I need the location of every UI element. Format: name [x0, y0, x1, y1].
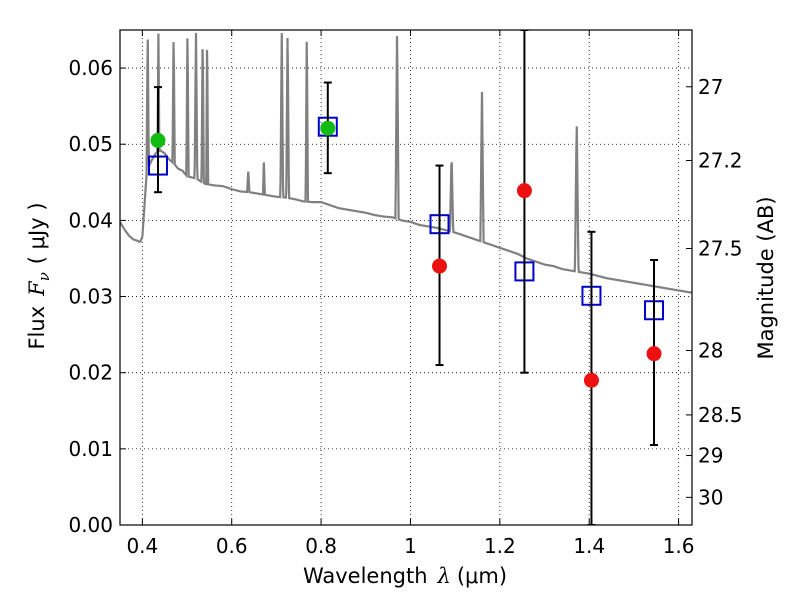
y2-tick-label: 28.5 — [698, 403, 743, 427]
x-tick-label: 1.4 — [573, 534, 605, 558]
x-tick-label: 0.6 — [216, 534, 248, 558]
plot-frame — [119, 29, 693, 526]
observed-green-point — [150, 132, 166, 148]
x-tick-label: 1 — [404, 534, 417, 558]
y2-tick-label: 28 — [698, 339, 723, 363]
plot-area — [119, 29, 693, 526]
observed-red-point — [516, 183, 532, 199]
y-tick-label: 0.05 — [68, 132, 113, 156]
y-tick-label: 0.00 — [68, 513, 113, 537]
y-tick-label: 0.03 — [68, 285, 113, 309]
y-tick-label: 0.06 — [68, 56, 113, 80]
x-tick-label: 0.8 — [305, 534, 337, 558]
y-axis-label: FluxFν( μJy ) — [25, 202, 53, 349]
axis-ticks: 0.4 0.6 0.8 1 1.2 1.4 1.6 0.00 0.01 0.02 0.03 0.04 0… — [68, 30, 743, 558]
x-tick-label: 1.6 — [663, 534, 695, 558]
x-tick-label: 0.4 — [126, 534, 158, 558]
model-spectrum-line — [120, 32, 692, 294]
observed-green-point — [320, 120, 336, 136]
plot-content — [120, 30, 692, 525]
observed-red-point — [646, 346, 662, 362]
observed-red-point — [583, 372, 599, 388]
observed-red-point — [432, 258, 448, 274]
x-axis-label: Wavelength λ (μm) — [303, 564, 507, 588]
y2-tick-label: 27 — [698, 75, 723, 99]
y-tick-label: 0.02 — [68, 361, 113, 385]
y2-tick-label: 27.2 — [698, 148, 743, 172]
x-tick-label: 1.2 — [484, 534, 516, 558]
y2-tick-label: 29 — [698, 444, 723, 468]
y2-tick-label: 27.5 — [698, 236, 743, 260]
y2-axis-label: Magnitude (AB) — [754, 196, 778, 359]
y2-tick-label: 30 — [698, 485, 723, 509]
y-tick-label: 0.01 — [68, 437, 113, 461]
y-tick-label: 0.04 — [68, 208, 113, 232]
